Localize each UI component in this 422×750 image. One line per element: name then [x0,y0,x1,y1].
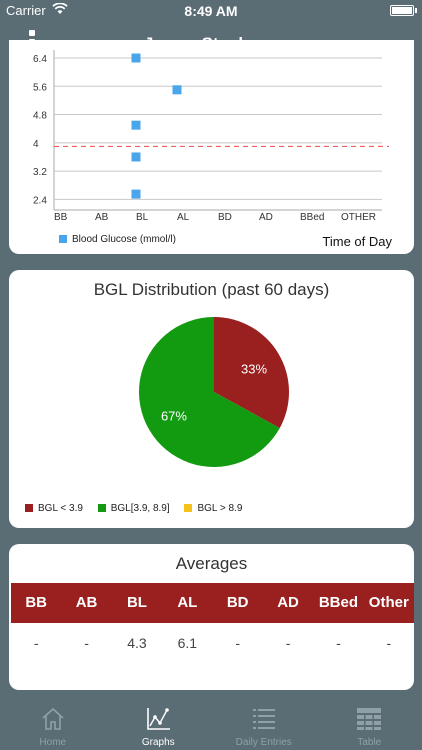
y-tick-label: 5.6 [33,82,47,93]
graph-icon [147,708,171,730]
y-tick-label: 3.2 [33,167,47,178]
averages-value-cell: - [386,635,392,651]
legend-swatch-high [184,504,193,512]
averages-header-cell: BL [126,594,147,611]
averages-header-row: BB AB BL AL BD AD BBed Other [11,583,414,623]
x-tick-label: BB [54,212,68,223]
x-tick-label: BD [218,212,232,223]
tab-table-label: Table [357,737,382,748]
pie-slice-label: 67% [161,409,187,424]
averages-value-cell: - [84,635,89,651]
glucose-data-point[interactable] [131,152,141,162]
pie-legend: BGL < 3.9 BGL[3.9, 8.9] BGL > 8.9 [25,503,254,514]
x-tick-label: AB [95,212,109,223]
table-icon [357,708,382,730]
averages-card: Averages BB AB BL AL BD AD BBed Other - … [9,544,414,690]
status-time: 8:49 AM [184,3,238,19]
legend-item-high: BGL > 8.9 [184,503,242,514]
bgl-pie-chart[interactable]: 33% 67% [9,270,414,500]
tab-graphs[interactable]: Graphs [106,700,212,750]
tab-home-label: Home [39,737,67,748]
legend-label-blood-glucose: Blood Glucose (mmol/l) [72,234,176,245]
legend-item-normal: BGL[3.9, 8.9] [97,503,170,514]
status-bar: Carrier 8:49 AM [0,0,422,22]
y-tick-label: 6.4 [33,54,47,65]
legend-swatch-blood-glucose [59,235,67,243]
list-icon [252,709,275,729]
tab-graphs-label: Graphs [141,737,175,748]
legend-swatch-low [25,504,33,512]
legend-label-normal: BGL[3.9, 8.9] [110,503,170,514]
glucose-data-point[interactable] [172,85,182,95]
pie-slice[interactable] [138,317,280,467]
battery-tip [415,8,417,13]
x-tick-label: AL [177,212,190,223]
averages-value-cell: - [285,635,291,651]
averages-value-cell: - [336,635,341,651]
averages-header-cell: AL [177,594,198,611]
y-tick-label: 4 [33,139,39,150]
carrier-label: Carrier [6,3,46,18]
x-axis-title: Time of Day [322,234,392,249]
tab-bar: Home Graphs Daily Entries Table [0,700,422,750]
averages-header-cell: AB [75,594,98,611]
averages-value-cell: 6.1 [177,635,198,651]
averages-header-cell: Other [368,594,409,611]
home-icon [42,707,64,730]
tab-daily-entries-label: Daily Entries [235,737,292,748]
averages-value-cell: 4.3 [127,635,147,651]
glucose-data-point[interactable] [131,189,141,199]
x-tick-label: BL [136,212,149,223]
pie-chart-title: BGL Distribution (past 60 days) [93,280,330,299]
legend-swatch-normal [97,504,106,512]
scatter-legend: Blood Glucose (mmol/l) [59,234,176,245]
glucose-scatter-chart[interactable]: 2.4 3.2 4 4.8 5.6 6.4 BB AB BL AL BD AD BBed OTHER [9,40,414,254]
x-tick-label: OTHER [341,212,376,223]
tab-daily-entries[interactable]: Daily Entries [211,700,317,750]
glucose-data-point[interactable] [131,53,141,63]
legend-item-low: BGL < 3.9 [25,503,83,514]
wifi-icon [52,2,68,18]
averages-value-cell: - [33,635,39,651]
averages-header-cell: AD [277,594,299,611]
averages-header-cell: BBed [318,594,359,611]
glucose-data-point[interactable] [131,120,141,130]
glucose-scatter-card: 2.4 3.2 4 4.8 5.6 6.4 BB AB BL AL BD AD BBed OTHER Bl… [9,40,414,254]
averages-value-row: - - 4.3 6.1 - - - - [11,635,414,657]
bgl-distribution-card: BGL Distribution (past 60 days) 33% 67% B… [9,270,414,528]
pie-slice-label: 33% [241,361,267,376]
x-tick-label: BBed [300,212,324,223]
battery-icon [390,5,414,16]
legend-label-high: BGL > 8.9 [197,503,243,514]
pie-slice[interactable] [214,317,289,429]
tab-home[interactable]: Home [0,700,106,750]
averages-header-cell: BB [25,594,48,611]
x-tick-label: AD [259,212,273,223]
averages-title: Averages [175,554,248,573]
tab-table[interactable]: Table [317,700,422,750]
averages-value-cell: - [235,635,241,651]
legend-label-low: BGL < 3.9 [38,503,83,514]
averages-header-cell: BD [226,594,249,611]
y-tick-label: 2.4 [33,195,47,206]
y-tick-label: 4.8 [33,111,47,122]
